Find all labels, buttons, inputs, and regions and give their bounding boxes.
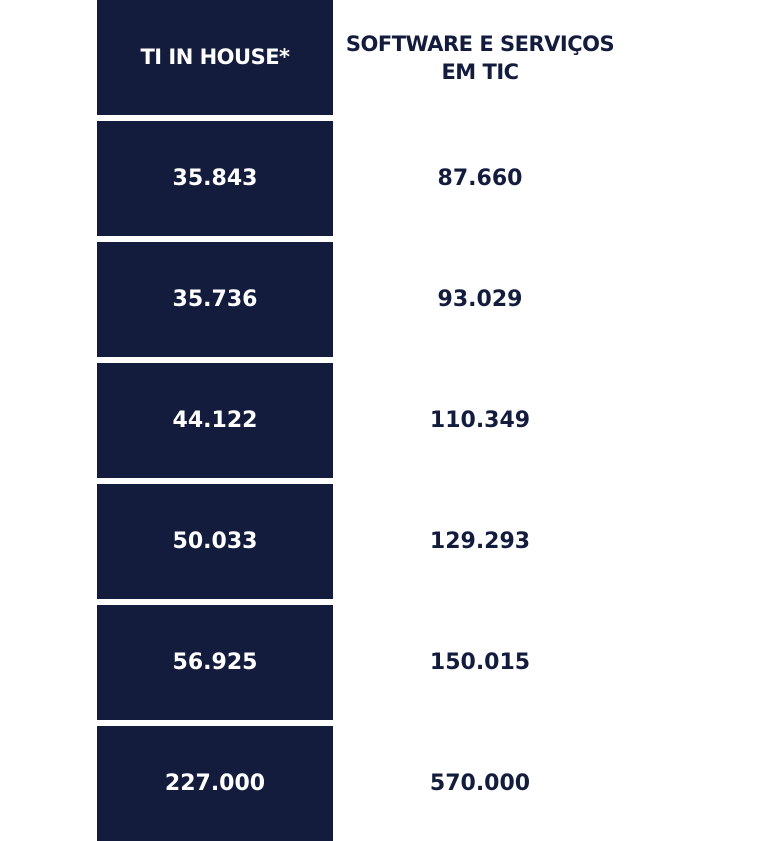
header-software-servicos-label: SOFTWARE E SERVIÇOS EM TIC: [345, 30, 615, 86]
cell-value: 44.122: [172, 408, 258, 433]
header-ti-in-house-label: TI IN HOUSE*: [140, 45, 290, 69]
cell-value: 35.736: [172, 287, 258, 312]
cell-value: 227.000: [164, 771, 266, 796]
cell-value: 87.660: [437, 166, 523, 191]
cell-value: 570.000: [429, 771, 531, 796]
header-software-servicos-line2: EM TIC: [441, 59, 519, 84]
table-row-2-software-servicos: 93.029: [333, 242, 627, 357]
table-row-5-ti-in-house: 56.925: [97, 605, 333, 720]
cell-value: 35.843: [172, 166, 258, 191]
table-row-2-ti-in-house: 35.736: [97, 242, 333, 357]
cell-value: 93.029: [437, 287, 523, 312]
cell-value: 129.293: [429, 529, 531, 554]
table-row-6-ti-in-house: 227.000: [97, 726, 333, 841]
table-row-3-ti-in-house: 44.122: [97, 363, 333, 478]
table-row-3-software-servicos: 110.349: [333, 363, 627, 478]
table-row-5-software-servicos: 150.015: [333, 605, 627, 720]
header-ti-in-house: TI IN HOUSE*: [97, 0, 333, 115]
header-software-servicos-line1: SOFTWARE E SERVIÇOS: [345, 31, 615, 56]
cell-value: 150.015: [429, 650, 531, 675]
table-row-6-software-servicos: 570.000: [333, 726, 627, 841]
cell-value: 56.925: [172, 650, 258, 675]
table-row-4-software-servicos: 129.293: [333, 484, 627, 599]
table-row-1-software-servicos: 87.660: [333, 121, 627, 236]
table-row-1-ti-in-house: 35.843: [97, 121, 333, 236]
header-software-servicos: SOFTWARE E SERVIÇOS EM TIC: [333, 0, 627, 115]
cell-value: 50.033: [172, 529, 258, 554]
table-row-4-ti-in-house: 50.033: [97, 484, 333, 599]
cell-value: 110.349: [429, 408, 531, 433]
